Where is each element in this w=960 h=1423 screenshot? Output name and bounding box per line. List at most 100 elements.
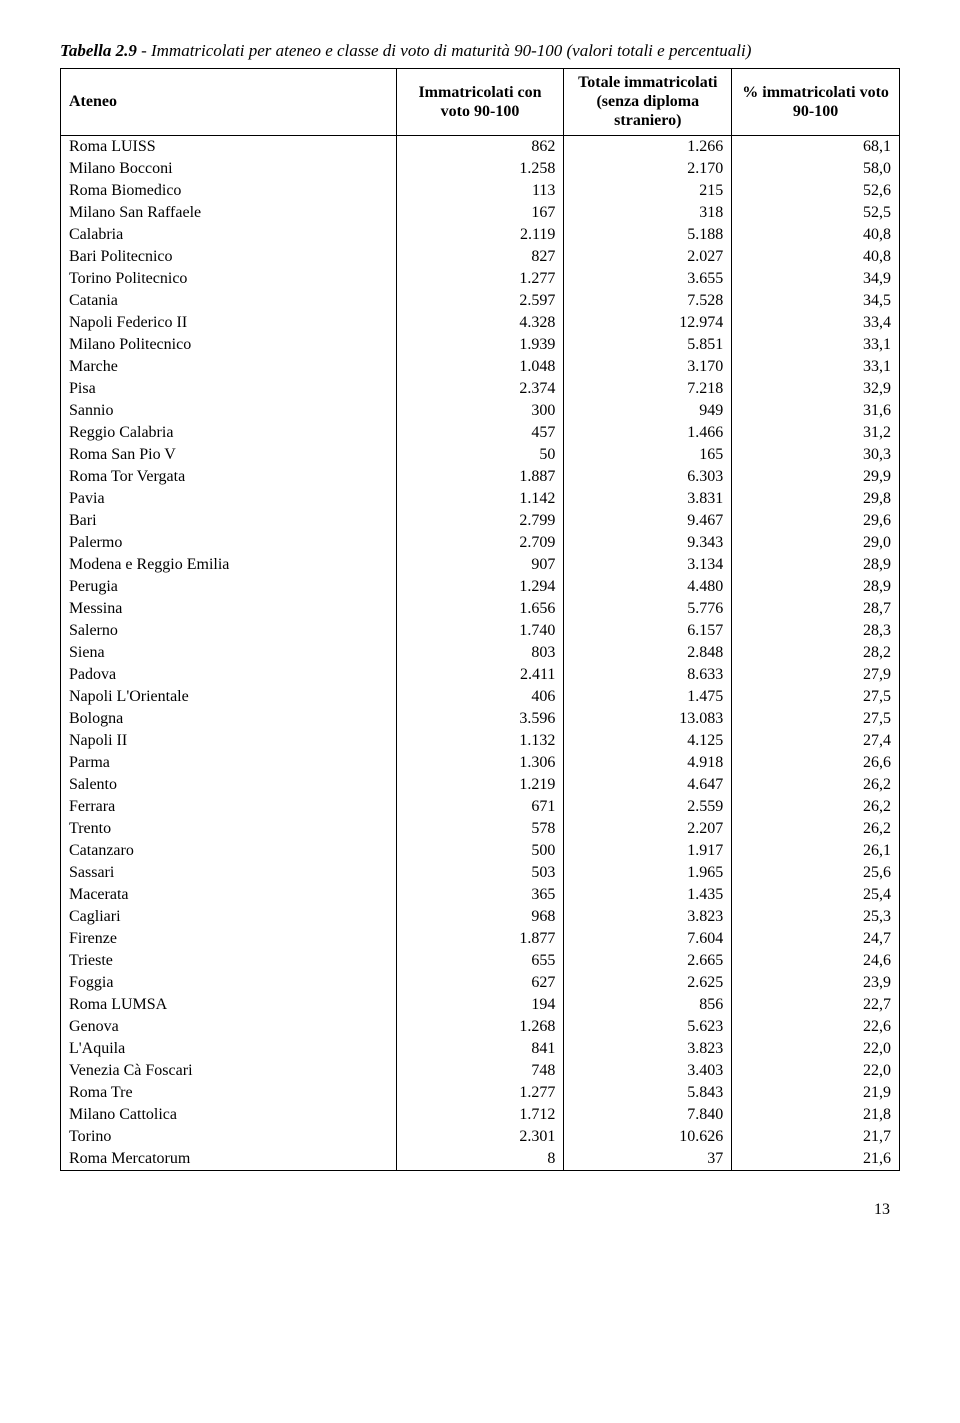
table-cell: 8.633 [564, 664, 732, 686]
table-row: Cagliari9683.82325,3 [61, 906, 900, 928]
table-row: Roma Mercatorum83721,6 [61, 1148, 900, 1171]
table-cell: 2.709 [396, 532, 564, 554]
table-cell: 52,6 [732, 180, 900, 202]
table-body: Roma LUISS8621.26668,1Milano Bocconi1.25… [61, 135, 900, 1170]
data-table: Ateneo Immatricolati con voto 90-100 Tot… [60, 68, 900, 1171]
table-cell: 10.626 [564, 1126, 732, 1148]
table-row: Marche1.0483.17033,1 [61, 356, 900, 378]
table-cell: Bologna [61, 708, 397, 730]
table-row: Foggia6272.62523,9 [61, 972, 900, 994]
table-cell: Padova [61, 664, 397, 686]
caption-rest: - Immatricolati per ateneo e classe di v… [137, 41, 752, 60]
table-cell: 1.435 [564, 884, 732, 906]
table-cell: 968 [396, 906, 564, 928]
table-cell: Foggia [61, 972, 397, 994]
table-cell: Roma Tre [61, 1082, 397, 1104]
table-cell: 2.665 [564, 950, 732, 972]
table-cell: 627 [396, 972, 564, 994]
table-row: Bari Politecnico8272.02740,8 [61, 246, 900, 268]
table-cell: 856 [564, 994, 732, 1016]
table-cell: 671 [396, 796, 564, 818]
page-number: 13 [60, 1201, 900, 1219]
table-cell: Roma LUISS [61, 135, 397, 158]
table-row: Roma Biomedico11321552,6 [61, 180, 900, 202]
table-cell: 22,6 [732, 1016, 900, 1038]
table-cell: 803 [396, 642, 564, 664]
table-cell: Napoli II [61, 730, 397, 752]
table-cell: 52,5 [732, 202, 900, 224]
table-cell: 1.656 [396, 598, 564, 620]
table-cell: 28,9 [732, 554, 900, 576]
table-cell: 31,6 [732, 400, 900, 422]
table-cell: 23,9 [732, 972, 900, 994]
table-row: Pisa2.3747.21832,9 [61, 378, 900, 400]
table-cell: Roma San Pio V [61, 444, 397, 466]
table-cell: 1.466 [564, 422, 732, 444]
table-cell: 28,9 [732, 576, 900, 598]
table-row: Roma LUMSA19485622,7 [61, 994, 900, 1016]
table-cell: Milano San Raffaele [61, 202, 397, 224]
table-cell: Ferrara [61, 796, 397, 818]
table-cell: 2.301 [396, 1126, 564, 1148]
table-cell: Venezia Cà Foscari [61, 1060, 397, 1082]
table-cell: 7.528 [564, 290, 732, 312]
table-row: Bologna3.59613.08327,5 [61, 708, 900, 730]
table-cell: 25,6 [732, 862, 900, 884]
table-row: Padova2.4118.63327,9 [61, 664, 900, 686]
table-cell: 300 [396, 400, 564, 422]
table-cell: 4.918 [564, 752, 732, 774]
table-row: Torino Politecnico1.2773.65534,9 [61, 268, 900, 290]
table-cell: 215 [564, 180, 732, 202]
table-cell: Trento [61, 818, 397, 840]
table-cell: 318 [564, 202, 732, 224]
table-cell: 5.188 [564, 224, 732, 246]
table-cell: 2.411 [396, 664, 564, 686]
table-cell: 2.625 [564, 972, 732, 994]
table-row: Roma LUISS8621.26668,1 [61, 135, 900, 158]
table-cell: Bari [61, 510, 397, 532]
table-row: Trieste6552.66524,6 [61, 950, 900, 972]
table-cell: Pisa [61, 378, 397, 400]
table-cell: 2.559 [564, 796, 732, 818]
table-cell: 22,7 [732, 994, 900, 1016]
table-cell: Messina [61, 598, 397, 620]
table-cell: 4.480 [564, 576, 732, 598]
table-cell: 748 [396, 1060, 564, 1082]
table-cell: 2.027 [564, 246, 732, 268]
table-cell: 28,7 [732, 598, 900, 620]
table-row: Napoli L'Orientale4061.47527,5 [61, 686, 900, 708]
table-cell: 1.877 [396, 928, 564, 950]
table-row: Roma San Pio V5016530,3 [61, 444, 900, 466]
table-row: Milano San Raffaele16731852,5 [61, 202, 900, 224]
table-cell: 3.823 [564, 906, 732, 928]
table-cell: 33,1 [732, 356, 900, 378]
table-cell: 22,0 [732, 1060, 900, 1082]
table-cell: 5.851 [564, 334, 732, 356]
table-row: Venezia Cà Foscari7483.40322,0 [61, 1060, 900, 1082]
table-cell: 3.831 [564, 488, 732, 510]
table-cell: 29,0 [732, 532, 900, 554]
table-cell: Sannio [61, 400, 397, 422]
table-cell: Roma LUMSA [61, 994, 397, 1016]
table-cell: 1.475 [564, 686, 732, 708]
table-cell: Modena e Reggio Emilia [61, 554, 397, 576]
table-row: Sassari5031.96525,6 [61, 862, 900, 884]
table-cell: Napoli L'Orientale [61, 686, 397, 708]
table-row: Salento1.2194.64726,2 [61, 774, 900, 796]
table-cell: Palermo [61, 532, 397, 554]
table-cell: 4.125 [564, 730, 732, 752]
table-row: Roma Tor Vergata1.8876.30329,9 [61, 466, 900, 488]
table-cell: 29,9 [732, 466, 900, 488]
table-cell: 12.974 [564, 312, 732, 334]
table-cell: 34,9 [732, 268, 900, 290]
table-cell: 28,2 [732, 642, 900, 664]
table-cell: Trieste [61, 950, 397, 972]
table-cell: 7.218 [564, 378, 732, 400]
table-cell: 40,8 [732, 246, 900, 268]
table-cell: Catanzaro [61, 840, 397, 862]
table-cell: 1.294 [396, 576, 564, 598]
table-row: Pavia1.1423.83129,8 [61, 488, 900, 510]
table-cell: 6.303 [564, 466, 732, 488]
table-cell: 6.157 [564, 620, 732, 642]
table-cell: 1.712 [396, 1104, 564, 1126]
